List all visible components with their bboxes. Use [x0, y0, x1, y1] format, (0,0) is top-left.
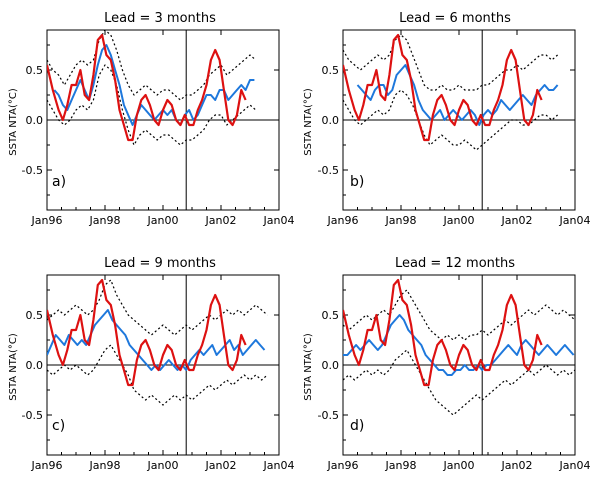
panel-b-xtick-label: Jan02	[501, 214, 533, 227]
panel-d-xtick-label: Jan02	[501, 459, 533, 472]
panel-a-observed-line	[47, 33, 247, 142]
panel-b: Lead = 6 months SSTA NTA(°C) b) Jan96 Jan…	[303, 11, 590, 227]
panel-d-title: Lead = 12 months	[395, 256, 515, 271]
panel-b-ytick-label: 0.5	[322, 64, 340, 77]
panel-d: Lead = 12 months SSTA NTA(°C) d) Jan96 Ja…	[303, 256, 590, 472]
panel-c-title: Lead = 9 months	[104, 256, 216, 271]
panel-c-ytick-label: -0.5	[22, 409, 43, 422]
panel-b-label: b)	[350, 174, 364, 190]
panel-d-upper-bound-line	[343, 289, 575, 341]
panel-a-xtick-label: Jan96	[31, 214, 63, 227]
panel-a-xtick-label: Jan04	[263, 214, 295, 227]
panel-c-observed-line	[47, 278, 247, 387]
panel-a: Lead = 3 months SSTA NTA(°C) a) Jan96 Jan…	[8, 11, 294, 227]
panel-c-upper-bound-line	[47, 279, 268, 336]
panel-a-ytick-label: 0.5	[26, 64, 44, 77]
panel-d-lower-bound-line	[343, 349, 575, 416]
panel-b-title: Lead = 6 months	[399, 11, 511, 26]
panel-d-observed-line	[343, 278, 543, 387]
panel-c-xtick-label: Jan02	[205, 459, 237, 472]
panel-b-ytick-label: 0.0	[322, 114, 340, 127]
panel-c-forecast-line	[47, 309, 266, 371]
panel-b-upper-bound-line	[343, 34, 558, 91]
panel-c: Lead = 9 months SSTA NTA(°C) c) Jan96 Jan…	[8, 256, 294, 472]
panel-d-ylabel: SSTA NTA(°C)	[303, 333, 314, 401]
panel-c-series-group	[47, 278, 268, 406]
panel-b-ylabel: SSTA NTA(°C)	[303, 88, 314, 156]
panel-a-ylabel: SSTA NTA(°C)	[8, 88, 19, 156]
panel-d-ytick-label: 0.5	[322, 309, 340, 322]
panel-c-ylabel: SSTA NTA(°C)	[8, 333, 19, 401]
panel-c-lower-bound-line	[47, 344, 268, 406]
panel-c-xtick-label: Jan98	[89, 459, 121, 472]
panel-c-ytick-label: 0.5	[26, 309, 44, 322]
panel-a-ytick-label: -0.5	[22, 164, 43, 177]
panel-d-ytick-label: 0.0	[322, 359, 340, 372]
panel-d-xtick-label: Jan04	[559, 459, 591, 472]
panel-a-series-group	[47, 30, 257, 146]
panel-b-xtick-label: Jan04	[559, 214, 591, 227]
panel-c-label: c)	[52, 418, 65, 434]
panel-a-xtick-label: Jan02	[205, 214, 237, 227]
panel-d-ytick-label: -0.5	[318, 409, 339, 422]
panel-b-xtick-label: Jan00	[443, 214, 475, 227]
panel-d-xtick-label: Jan00	[443, 459, 475, 472]
panel-a-xtick-label: Jan00	[147, 214, 179, 227]
panel-d-series-group	[343, 278, 575, 416]
panel-b-ytick-label: -0.5	[318, 164, 339, 177]
panel-a-upper-bound-line	[47, 30, 257, 101]
panel-a-xtick-label: Jan98	[89, 214, 121, 227]
panel-a-ytick-label: 0.0	[26, 114, 44, 127]
panel-d-xtick-label: Jan98	[385, 459, 417, 472]
panel-c-xtick-label: Jan96	[31, 459, 63, 472]
panel-c-ytick-label: 0.0	[26, 359, 44, 372]
panel-d-label: d)	[350, 418, 364, 434]
panel-a-title: Lead = 3 months	[104, 11, 216, 26]
panel-d-xtick-label: Jan96	[327, 459, 359, 472]
panel-b-lower-bound-line	[343, 89, 558, 151]
panel-c-xtick-label: Jan04	[263, 459, 295, 472]
panel-b-xtick-label: Jan96	[327, 214, 359, 227]
panel-b-xtick-label: Jan98	[385, 214, 417, 227]
panel-c-xtick-label: Jan00	[147, 459, 179, 472]
panel-b-observed-line	[343, 33, 543, 142]
panel-a-label: a)	[52, 174, 66, 190]
panel-b-series-group	[343, 33, 559, 151]
